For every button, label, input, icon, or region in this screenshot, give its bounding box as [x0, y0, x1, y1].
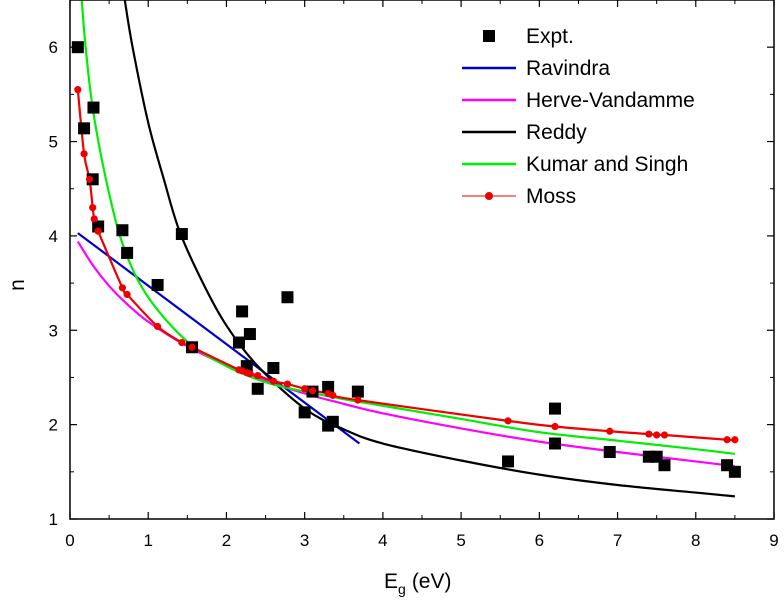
x-tick-label: 8 [691, 531, 700, 550]
y-tick-label: 2 [49, 416, 58, 435]
moss-point [74, 86, 82, 94]
expt-point [236, 305, 249, 318]
moss-point [329, 391, 337, 399]
x-tick-label: 7 [613, 531, 622, 550]
expt-point [322, 380, 335, 393]
legend-marker-expt [483, 30, 495, 42]
expt-point [603, 446, 616, 459]
moss-point [269, 377, 277, 385]
moss-point [645, 430, 653, 438]
moss-point [606, 427, 614, 435]
expt-point [658, 459, 671, 472]
x-axis-title: Eg (eV) [384, 570, 452, 597]
moss-point [308, 387, 317, 395]
kumar-and-singh-line [80, 0, 736, 455]
moss-point [723, 436, 731, 444]
x-tick-label: 5 [456, 531, 465, 550]
expt-point [502, 455, 515, 468]
expt-point [351, 385, 364, 398]
y-tick-label: 4 [49, 227, 58, 246]
moss-point [301, 385, 309, 393]
expt-point [116, 224, 129, 237]
expt-point [326, 415, 339, 428]
legend-marker-moss [485, 192, 493, 200]
moss-point [254, 371, 262, 380]
moss-point [94, 227, 102, 235]
y-tick-label: 1 [49, 510, 58, 529]
expt-point [251, 382, 264, 395]
x-tick-label: 4 [378, 531, 387, 550]
y-axis-title: n [6, 279, 29, 291]
moss-point [118, 284, 127, 292]
x-tick-label: 3 [300, 531, 309, 550]
legend-label-kumar-and-singh: Kumar and Singh [526, 153, 688, 176]
x-axis-title-subscript: g [398, 581, 406, 597]
moss-point [551, 422, 559, 431]
expt-point [121, 246, 134, 259]
expt-point [243, 328, 256, 341]
x-axis-title-unit: (eV) [412, 570, 452, 593]
moss-point [178, 338, 186, 347]
expt-point [728, 465, 741, 478]
legend-label-moss: Moss [526, 185, 576, 208]
moss-point [283, 380, 292, 388]
series-layer [71, 0, 741, 498]
expt-point [281, 291, 294, 304]
expt-point [175, 228, 188, 241]
moss-point [653, 431, 661, 439]
expt-point [298, 406, 311, 419]
expt-point [71, 41, 84, 54]
y-tick-label: 5 [49, 133, 58, 152]
y-tick-label: 3 [49, 321, 58, 340]
legend-label-reddy: Reddy [526, 121, 587, 144]
moss-point [246, 370, 254, 378]
moss-point [660, 431, 669, 439]
ravindra-line [77, 232, 361, 445]
legend-label-ravindra: Ravindra [526, 57, 610, 80]
x-tick-label: 1 [143, 531, 152, 550]
expt-point [151, 278, 164, 291]
moss-point [85, 175, 94, 183]
y-tick-label: 6 [49, 38, 58, 57]
legend-label-expt: Expt. [526, 25, 574, 48]
legend-label-herve-vandamme: Herve-Vandamme [526, 89, 695, 112]
x-tick-label: 9 [769, 531, 778, 550]
x-axis-title-main: E [384, 570, 398, 593]
moss-point [354, 396, 362, 404]
moss-point [188, 343, 196, 351]
moss-point [89, 204, 97, 212]
expt-point [548, 437, 561, 450]
reddy-line [123, 0, 735, 498]
x-tick-label: 6 [535, 531, 544, 550]
expt-point [548, 402, 561, 415]
moss-point [80, 150, 88, 158]
expt-point [267, 362, 280, 375]
x-tick-label: 0 [65, 531, 74, 550]
moss-point [731, 436, 739, 444]
moss-point [154, 322, 162, 331]
expt-point [87, 101, 100, 114]
expt-point [232, 336, 245, 349]
moss-point [123, 290, 131, 299]
legend: Expt. Ravindra Herve-Vandamme Reddy Kumar an… [462, 25, 695, 208]
expt-point [78, 122, 91, 135]
x-tick-label: 2 [222, 531, 231, 550]
moss-point [504, 417, 512, 425]
moss-point [90, 215, 98, 223]
